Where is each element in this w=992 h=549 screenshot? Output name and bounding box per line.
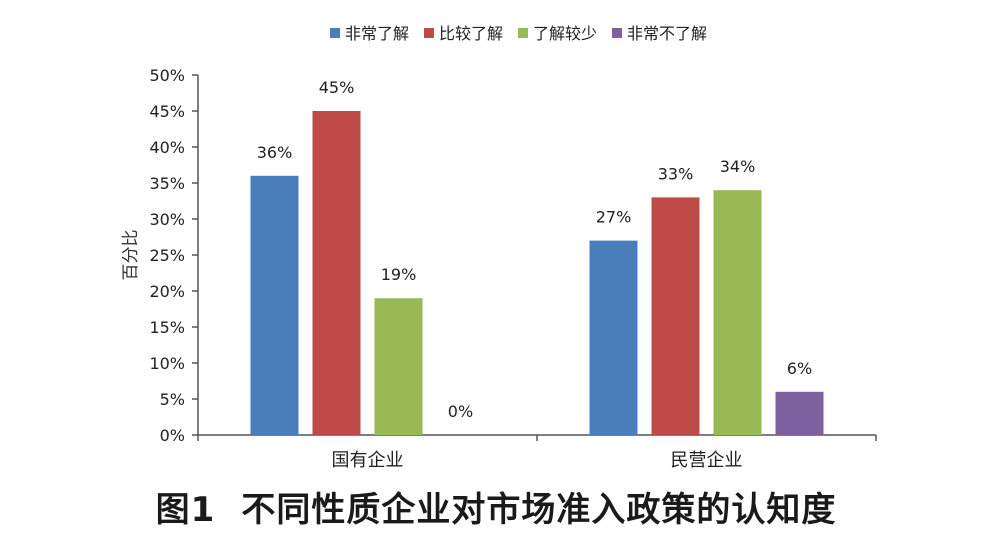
data-label: 19% [381,265,417,284]
x-axis: 国有企业 民营企业 [197,434,877,471]
legend-label: 非常了解 [345,24,409,43]
legend: 非常了解 比较了解 了解较少 非常不了解 [330,24,707,43]
y-tick-label: 45% [149,102,185,121]
y-tick-label: 35% [149,174,185,193]
y-tick-label: 40% [149,138,185,157]
legend-swatch [330,28,340,38]
figure-title: 不同性质企业对市场准入政策的认知度 [241,490,837,530]
legend-swatch [612,28,622,38]
bar [713,190,762,435]
bar [312,111,361,435]
data-label: 27% [596,208,632,227]
data-label: 0% [448,402,473,421]
y-tick-label: 10% [149,354,185,373]
data-label: 34% [720,157,756,176]
category-label: 国有企业 [332,450,404,471]
y-tick-label: 50% [149,66,185,85]
bar [775,391,824,435]
figure-caption: 图1 不同性质企业对市场准入政策的认知度 [0,482,992,531]
legend-swatch [518,28,528,38]
data-labels: 36% 45% 19% 0% 27% 33% 34% 6% [257,78,812,421]
bar [651,197,700,435]
bars [250,111,824,436]
data-label: 45% [319,78,355,97]
y-axis: 0% 5% 10% 15% 20% 25% 30% 35% 40% 45% 50% [149,66,199,445]
legend-label: 比较了解 [439,24,503,43]
bar [589,240,638,435]
legend-label: 了解较少 [533,24,597,43]
y-axis-label: 百分比 [121,230,141,281]
y-tick-label: 30% [149,210,185,229]
y-tick-label: 5% [160,390,185,409]
bar [374,298,423,435]
legend-swatch [424,28,434,38]
legend-label: 非常不了解 [627,24,707,43]
figure-number: 图1 [155,490,216,530]
y-tick-label: 15% [149,318,185,337]
bar [250,175,299,436]
data-label: 6% [787,359,812,378]
y-tick-label: 20% [149,282,185,301]
data-label: 36% [257,143,293,162]
y-tick-label: 0% [160,426,185,445]
data-label: 33% [658,164,694,183]
y-tick-label: 25% [149,246,185,265]
category-label: 民营企业 [671,450,743,471]
